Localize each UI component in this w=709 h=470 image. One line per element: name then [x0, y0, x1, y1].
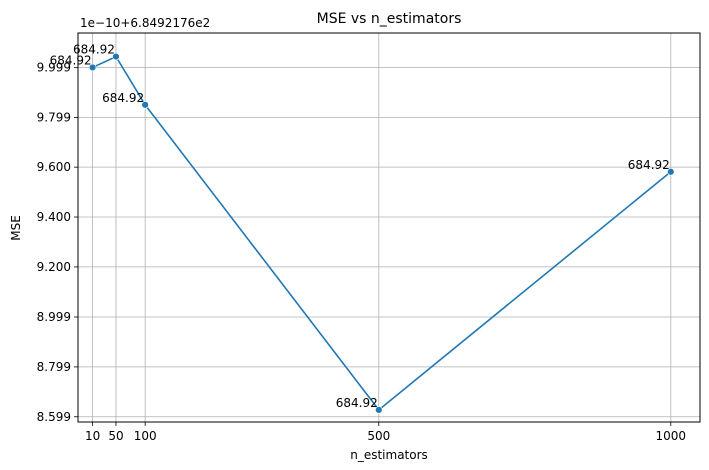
y-tick-label: 8.799 — [37, 360, 71, 374]
y-tick-label: 9.999 — [37, 61, 71, 75]
x-tick-label: 10 — [85, 429, 100, 443]
x-axis-label: n_estimators — [350, 448, 428, 462]
x-tick-label: 50 — [108, 429, 123, 443]
y-tick-label: 9.799 — [37, 111, 71, 125]
data-label: 684.92 — [628, 158, 670, 172]
data-point — [88, 63, 97, 72]
data-label: 684.92 — [73, 43, 115, 57]
data-label: 684.92 — [102, 91, 144, 105]
plot-frame — [77, 32, 701, 423]
y-axis-label: MSE — [9, 215, 23, 241]
data-point — [375, 406, 383, 414]
y-tick-label: 9.200 — [37, 260, 71, 274]
y-tick-label: 8.599 — [37, 410, 71, 424]
data-point — [112, 52, 120, 61]
chart-title: MSE vs n_estimators — [317, 11, 462, 27]
y-tick-label: 8.999 — [37, 310, 71, 324]
y-axis-ticks: 8.599 8.799 8.999 9.200 9.400 9.600 9.799 9.999 — [37, 61, 78, 424]
y-tick-label: 9.600 — [37, 160, 71, 174]
y-offset-label: 1e−10+6.8492176e2 — [80, 16, 210, 30]
grid — [78, 33, 700, 422]
data-point — [667, 168, 675, 176]
x-tick-label: 1000 — [656, 429, 687, 443]
series-line-group — [88, 52, 675, 414]
x-axis-ticks: 10 50 100 500 1000 — [85, 422, 686, 443]
x-tick-label: 500 — [367, 429, 390, 443]
y-tick-label: 9.400 — [37, 210, 71, 224]
data-label: 684.92 — [50, 53, 92, 67]
x-tick-label: 100 — [134, 429, 157, 443]
data-point — [141, 101, 149, 109]
data-label: 684.92 — [336, 396, 378, 410]
